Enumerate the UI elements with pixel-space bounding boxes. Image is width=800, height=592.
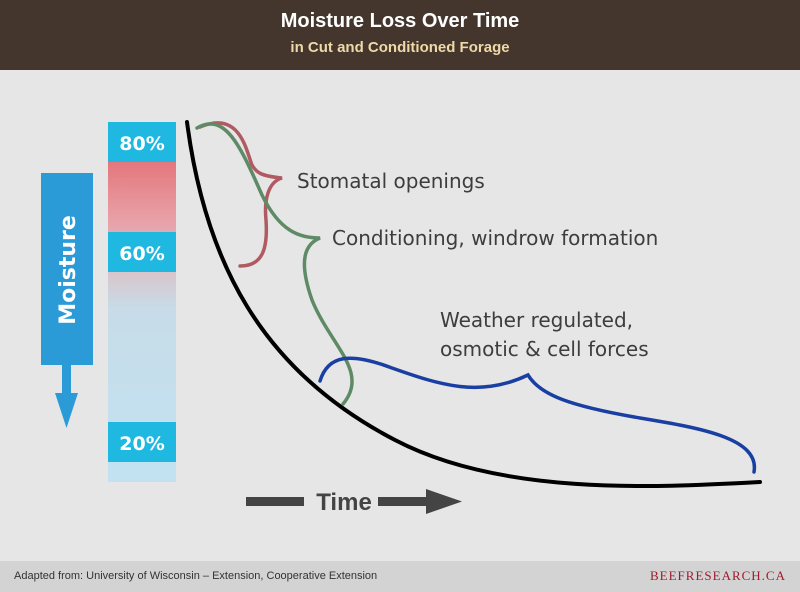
marker-80-box: [108, 122, 176, 162]
conditioning-label: Conditioning, windrow formation: [332, 226, 658, 250]
marker-60-box: [108, 232, 176, 272]
brand-logo-text[interactable]: BEEFRESEARCH.CA: [650, 568, 786, 583]
marker-20-box: [108, 422, 176, 462]
weather-label-line2: osmotic & cell forces: [440, 337, 649, 361]
time-label: Time: [316, 489, 372, 516]
stomatal-bracket: [198, 121, 283, 268]
page-title: Moisture Loss Over Time: [280, 10, 520, 32]
marker-80-label: 80%: [119, 133, 164, 155]
time-line-left: [246, 497, 304, 506]
weather-bracket: [318, 356, 756, 474]
conditioning-bracket: [195, 122, 354, 406]
marker-60-label: 60%: [119, 243, 164, 265]
moisture-label: Moisture: [56, 215, 81, 325]
footer: Adapted from: University of Wisconsin – …: [0, 561, 800, 592]
drying-curve: [185, 120, 762, 488]
marker-20-label: 20%: [119, 433, 164, 455]
weather-label-line1: Weather regulated,: [440, 308, 633, 332]
time-line-right: [378, 497, 426, 506]
page-subtitle: in Cut and Conditioned Forage: [290, 39, 510, 56]
time-arrow-head: [426, 489, 462, 514]
moisture-arrow: Moisture: [41, 173, 93, 428]
header: Moisture Loss Over Time in Cut and Condi…: [0, 0, 800, 70]
stomatal-label: Stomatal openings: [297, 169, 485, 193]
time-axis: Time: [246, 489, 462, 516]
moisture-scale-bar: 80% 60% 20%: [108, 122, 176, 482]
source-credit: Adapted from: University of Wisconsin – …: [14, 570, 378, 582]
